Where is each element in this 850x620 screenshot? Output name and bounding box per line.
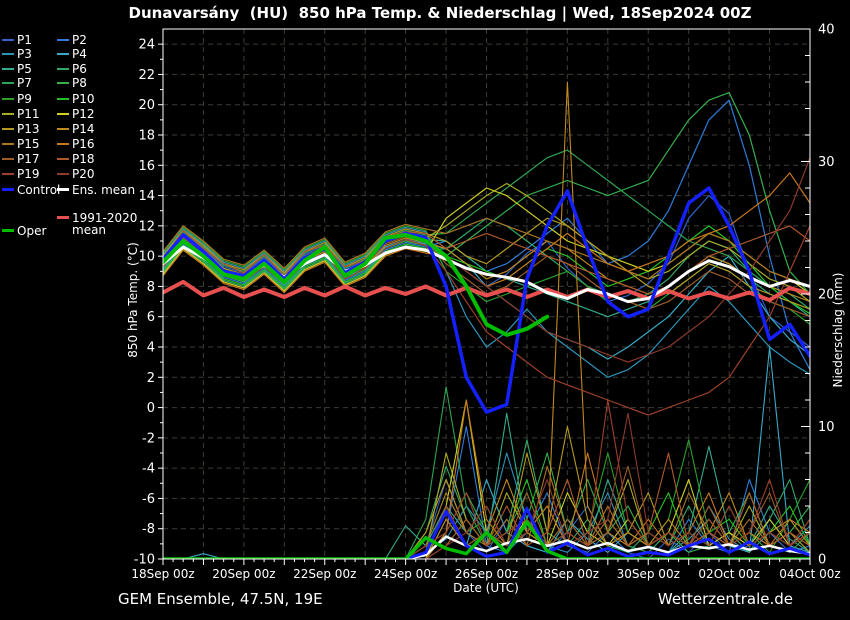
svg-text:22: 22 xyxy=(138,68,155,83)
svg-text:2: 2 xyxy=(147,371,155,386)
date-tick-labels: 18Sep 00z 20Sep 00z 22Sep 00z 24Sep 00z 26Se… xyxy=(131,567,840,581)
svg-text:12: 12 xyxy=(138,219,155,234)
svg-text:24: 24 xyxy=(138,38,155,53)
footer-model-info: GEM Ensemble, 47.5N, 19E xyxy=(118,590,323,608)
svg-text:0: 0 xyxy=(818,553,826,568)
temp-axis-label: 850 hPa Temp. (°C) xyxy=(126,242,140,358)
svg-text:28Sep 00z: 28Sep 00z xyxy=(536,567,599,581)
svg-text:30: 30 xyxy=(818,155,835,170)
svg-text:18Sep 00z: 18Sep 00z xyxy=(131,567,194,581)
svg-text:02Oct 00z: 02Oct 00z xyxy=(698,567,759,581)
svg-text:16: 16 xyxy=(138,159,155,174)
svg-text:-4: -4 xyxy=(142,462,155,477)
svg-text:10: 10 xyxy=(818,420,835,435)
svg-text:24Sep 00z: 24Sep 00z xyxy=(374,567,437,581)
precip-axis-label: Niederschlag (mm) xyxy=(831,273,845,388)
svg-text:0: 0 xyxy=(147,401,155,416)
svg-text:8: 8 xyxy=(147,280,155,295)
svg-text:20Sep 00z: 20Sep 00z xyxy=(212,567,275,581)
svg-text:18: 18 xyxy=(138,129,155,144)
svg-text:6: 6 xyxy=(147,310,155,325)
svg-text:14: 14 xyxy=(138,189,155,204)
footer-site: Wetterzentrale.de xyxy=(658,590,793,608)
svg-text:-2: -2 xyxy=(142,431,155,446)
svg-text:-10: -10 xyxy=(134,553,155,568)
svg-text:04Oct 00z: 04Oct 00z xyxy=(779,567,840,581)
svg-text:40: 40 xyxy=(818,23,835,38)
svg-text:4: 4 xyxy=(147,341,155,356)
meteogram: Dunavarsány (HU) 850 hPa Temp. & Nieders… xyxy=(0,0,850,620)
svg-text:26Sep 00z: 26Sep 00z xyxy=(455,567,518,581)
svg-text:-6: -6 xyxy=(142,492,155,507)
axis-ticks xyxy=(158,29,810,565)
svg-text:22Sep 00z: 22Sep 00z xyxy=(293,567,356,581)
svg-text:20: 20 xyxy=(138,98,155,113)
svg-text:30Sep 00z: 30Sep 00z xyxy=(617,567,680,581)
date-axis-label: Date (UTC) xyxy=(453,581,519,595)
svg-text:10: 10 xyxy=(138,250,155,265)
svg-text:-8: -8 xyxy=(142,522,155,537)
